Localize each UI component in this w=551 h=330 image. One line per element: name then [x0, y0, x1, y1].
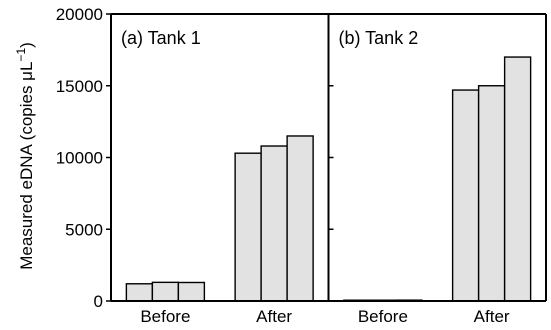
bar [152, 282, 178, 301]
bar [479, 86, 505, 301]
y-tick-label: 10000 [56, 149, 103, 168]
y-axis-label-main: Measured eDNA (copies μL [17, 62, 36, 270]
category-labels: Before After Before After [140, 307, 510, 325]
bar [235, 153, 261, 301]
bar [126, 284, 152, 301]
panel-label: (b) Tank 2 [339, 28, 419, 48]
y-axis-label-superscript: −1 [14, 48, 28, 62]
panel-label: (a) Tank 1 [121, 28, 201, 48]
y-tick-label: 5000 [65, 220, 103, 239]
y-tick-label: 20000 [56, 5, 103, 24]
bar [261, 146, 287, 301]
panel-labels: (a) Tank 1 (b) Tank 2 [121, 28, 418, 48]
y-tick-label: 15000 [56, 77, 103, 96]
y-tick-label: 0 [94, 292, 103, 311]
x-category-label: Before [358, 307, 408, 325]
bar [287, 136, 313, 301]
y-axis-label-close: ) [17, 42, 36, 48]
bar [453, 90, 479, 301]
x-category-label: Before [140, 307, 190, 325]
y-axis-label: Measured eDNA (copies μL−1) [14, 42, 36, 270]
x-category-label: After [256, 307, 292, 325]
bar [505, 57, 531, 301]
x-category-label: After [474, 307, 510, 325]
bar [178, 282, 204, 301]
